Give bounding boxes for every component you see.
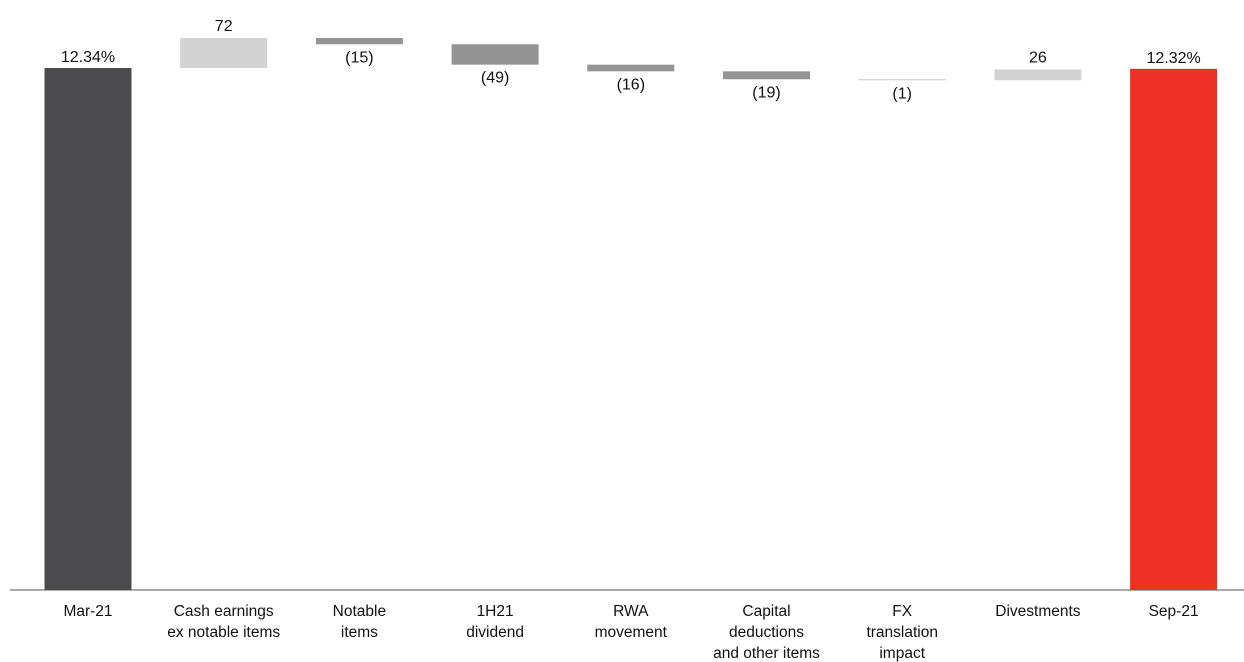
value-label-5: (19) xyxy=(752,84,780,101)
delta-bar-3 xyxy=(451,44,539,65)
total-bar-0 xyxy=(44,68,132,590)
delta-bar-7 xyxy=(994,69,1082,81)
delta-bar-6 xyxy=(858,79,946,81)
category-label-5: Capital deductions and other items xyxy=(713,603,820,662)
value-label-0: 12.34% xyxy=(61,49,115,66)
value-label-8: 12.32% xyxy=(1146,50,1200,67)
value-label-7: 26 xyxy=(1029,49,1047,66)
category-label-8: Sep-21 xyxy=(1149,603,1199,620)
category-label-6: FX translation impact xyxy=(866,603,938,662)
value-label-4: (16) xyxy=(617,76,645,93)
value-label-3: (49) xyxy=(481,70,509,87)
category-label-7: Divestments xyxy=(995,603,1081,620)
delta-bar-5 xyxy=(723,71,810,80)
category-label-2: Notable items xyxy=(333,603,386,641)
category-label-0: Mar-21 xyxy=(63,603,112,620)
delta-bar-1 xyxy=(180,38,268,68)
category-label-1: Cash earnings ex notable items xyxy=(167,603,280,641)
category-label-3: 1H21 dividend xyxy=(466,603,524,641)
value-labels-group: 12.34% 72 (15) (49) (16) (19) (1) 26 12.32% xyxy=(61,18,1201,102)
total-bar-8 xyxy=(1130,68,1218,591)
value-label-1: 72 xyxy=(215,18,233,35)
delta-bar-2 xyxy=(315,38,403,45)
bars-group xyxy=(44,38,1218,591)
value-label-6: (1) xyxy=(892,85,912,102)
category-label-4: RWA movement xyxy=(595,603,668,641)
category-labels-group: Mar-21 Cash earnings ex notable items Notab… xyxy=(63,603,1198,662)
value-label-2: (15) xyxy=(345,49,373,66)
delta-bar-4 xyxy=(587,64,675,72)
